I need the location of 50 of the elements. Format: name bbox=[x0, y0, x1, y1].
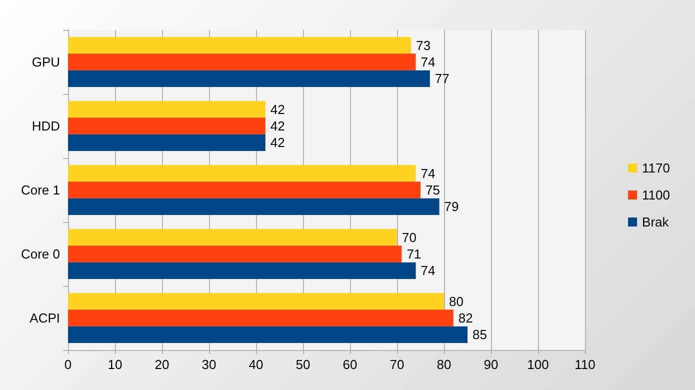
bar bbox=[68, 229, 397, 246]
y-tick-label: HDD bbox=[32, 118, 60, 134]
data-label: 77 bbox=[434, 71, 450, 86]
data-label: 42 bbox=[270, 102, 285, 117]
data-label: 74 bbox=[420, 263, 436, 278]
bar bbox=[68, 37, 412, 54]
bar bbox=[68, 134, 266, 151]
x-tick-label: 90 bbox=[484, 357, 498, 372]
bar bbox=[68, 262, 416, 279]
bar bbox=[68, 310, 454, 326]
x-tick-label: 40 bbox=[248, 357, 264, 372]
x-tick-label: 20 bbox=[154, 357, 170, 372]
bar bbox=[68, 54, 416, 70]
data-label: 75 bbox=[426, 182, 440, 198]
x-tick-label: 70 bbox=[390, 357, 404, 372]
data-label: 42 bbox=[270, 118, 285, 134]
data-label: 70 bbox=[402, 230, 416, 245]
bar bbox=[68, 246, 402, 262]
data-label: 85 bbox=[472, 327, 487, 342]
legend-label: Brak bbox=[642, 214, 670, 230]
data-label: 79 bbox=[444, 199, 459, 214]
bar bbox=[68, 118, 266, 134]
data-label: 82 bbox=[458, 310, 473, 326]
bar bbox=[68, 165, 416, 182]
x-tick-label: 60 bbox=[342, 357, 358, 372]
bar bbox=[68, 101, 266, 118]
bar bbox=[68, 326, 468, 343]
y-tick-label: Core 1 bbox=[20, 182, 60, 198]
legend-label: 1100 bbox=[642, 188, 670, 202]
x-tick-label: 110 bbox=[574, 357, 596, 372]
bar bbox=[68, 70, 430, 87]
x-tick-label: 50 bbox=[296, 357, 310, 372]
data-label: 42 bbox=[270, 135, 285, 150]
x-tick-label: 100 bbox=[527, 357, 549, 372]
bar bbox=[68, 182, 420, 198]
data-label: 74 bbox=[420, 54, 436, 70]
data-label: 73 bbox=[416, 38, 431, 53]
data-label: 74 bbox=[420, 166, 436, 181]
data-label: 71 bbox=[406, 246, 422, 262]
x-tick-label: 80 bbox=[436, 357, 452, 372]
x-tick-label: 0 bbox=[64, 357, 72, 372]
data-label: 80 bbox=[449, 294, 464, 309]
y-tick-label: ACPI bbox=[30, 310, 60, 326]
legend-label: 1170 bbox=[642, 160, 670, 176]
y-tick-label: GPU bbox=[32, 54, 60, 70]
bar bbox=[68, 293, 444, 310]
x-tick-label: 10 bbox=[108, 357, 122, 372]
x-tick-label: 30 bbox=[202, 357, 216, 372]
bar bbox=[68, 198, 440, 215]
y-tick-label: Core 0 bbox=[20, 246, 60, 262]
